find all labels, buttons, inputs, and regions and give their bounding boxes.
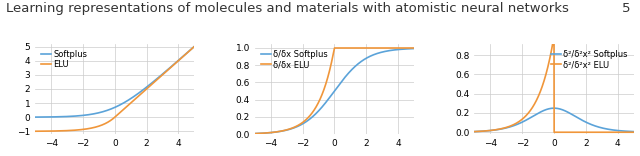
δ²/δ²x² ELU [550,131,558,133]
Line: δ/δx Softplus: δ/δx Softplus [255,49,414,134]
δ²/δ²x² Softplus [470,131,478,133]
δ²/δ²x² Softplus [544,108,552,110]
ELU [109,118,116,120]
ELU [191,46,198,47]
ELU [104,121,112,123]
ELU [40,130,47,132]
Line: δ²/δ²x² ELU: δ²/δ²x² ELU [474,36,634,132]
Legend: Softplus, ELU: Softplus, ELU [40,48,89,71]
Text: 5: 5 [622,2,630,15]
Softplus [191,46,198,47]
δ²/δ²x² ELU [548,47,556,49]
δ²/δ²x² ELU [625,131,633,133]
δ/δx ELU [324,76,332,78]
δ²/δ²x² ELU [544,67,552,69]
Softplus [157,75,164,77]
δ/δx ELU [251,133,259,134]
δ²/δ²x² Softplus [630,131,637,133]
δ/δx Softplus [259,132,267,134]
δ²/δ²x² ELU [550,35,558,37]
δ²/δ²x² Softplus [479,130,486,132]
Line: δ/δx ELU: δ/δx ELU [255,48,414,134]
δ²/δ²x² Softplus [625,130,633,132]
δ/δx Softplus [324,99,332,101]
ELU [31,130,39,132]
Line: Softplus: Softplus [35,46,195,117]
Softplus [104,109,112,111]
δ/δx ELU [410,47,418,49]
δ²/δ²x² ELU [596,131,604,133]
δ/δx ELU [259,132,267,134]
Line: ELU: ELU [35,46,195,131]
δ/δx Softplus [376,52,384,54]
δ²/δ²x² Softplus [596,127,604,128]
δ/δx ELU [376,47,384,49]
δ²/δ²x² Softplus [548,107,556,109]
δ/δx ELU [406,47,413,49]
Softplus [186,50,193,51]
δ²/δ²x² ELU [625,131,633,133]
δ/δx Softplus [406,48,413,50]
δ/δx Softplus [251,133,259,134]
δ²/δ²x² ELU [470,131,478,133]
δ/δx ELU [406,47,413,49]
Legend: δ/δx Softplus, δ/δx ELU: δ/δx Softplus, δ/δx ELU [259,48,330,71]
δ²/δ²x² Softplus [550,107,558,109]
Softplus [186,50,193,51]
Softplus [31,116,39,118]
δ/δx Softplus [328,93,336,95]
Legend: δ²/δ²x² Softplus, δ²/δ²x² ELU: δ²/δ²x² Softplus, δ²/δ²x² ELU [549,48,629,71]
Text: Learning representations of molecules and materials with atomistic neural networ: Learning representations of molecules an… [6,2,569,15]
ELU [186,50,193,52]
ELU [157,76,164,78]
δ/δx ELU [331,47,339,49]
ELU [186,50,193,51]
δ/δx ELU [328,58,336,60]
Line: δ²/δ²x² Softplus: δ²/δ²x² Softplus [474,108,634,132]
δ/δx Softplus [410,48,418,49]
Softplus [40,116,47,118]
δ/δx Softplus [405,48,413,50]
δ²/δ²x² Softplus [625,130,633,132]
δ²/δ²x² ELU [479,130,486,132]
δ²/δ²x² ELU [630,131,637,133]
Softplus [109,107,116,109]
